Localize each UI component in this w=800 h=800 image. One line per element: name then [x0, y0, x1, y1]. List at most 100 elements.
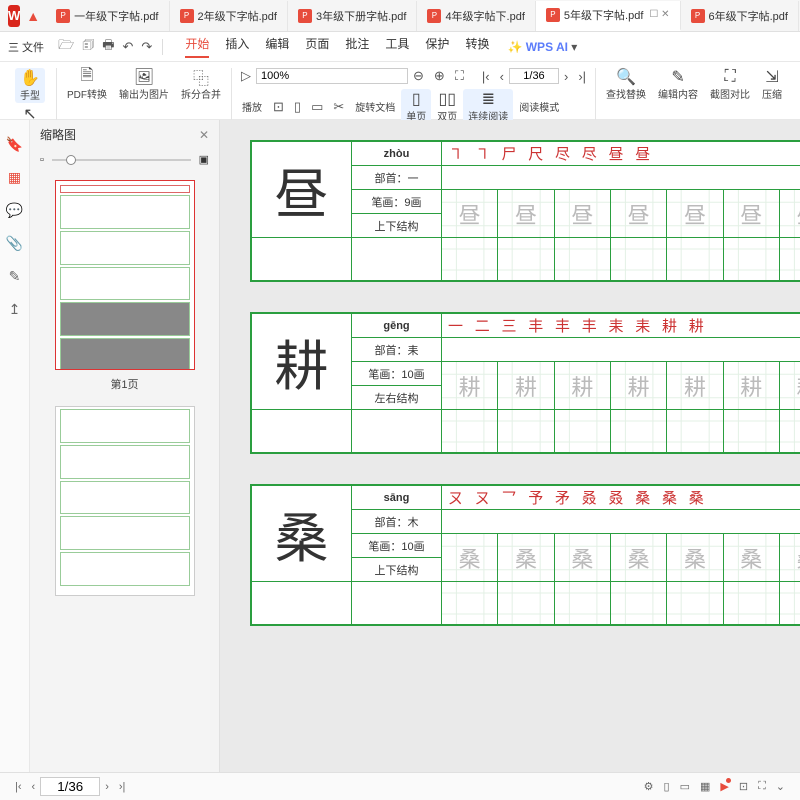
sb-prev-icon[interactable]: ‹ [32, 781, 36, 793]
document-view[interactable]: 昼 zhòu 部首：一 笔画：9画 上下结构 ㇕ ㇕ 尸 尺 尽 尽 昼 昼 组… [220, 120, 800, 772]
sb-view4-icon[interactable]: ⊡ [739, 780, 748, 793]
practice-cell: 桑 [611, 534, 667, 581]
fit-width-icon[interactable]: ▯ [289, 97, 306, 117]
rotate-button[interactable]: 旋转文档 [349, 97, 401, 116]
close-icon[interactable]: ✕ [199, 128, 209, 142]
continuous-icon: ≣ [482, 90, 495, 108]
tab-2[interactable]: P3年级下册字帖.pdf [288, 1, 417, 31]
radical: 部首：木 [352, 510, 441, 534]
sb-next-icon[interactable]: › [105, 781, 109, 793]
menu-tab-convert[interactable]: 转换 [465, 35, 489, 58]
tab-label: 2年级下字帖.pdf [198, 8, 277, 24]
tab-5[interactable]: P6年级下字帖.pdf [681, 1, 799, 31]
redo-icon[interactable]: ↷ [141, 39, 152, 55]
note-icon[interactable]: 💬 [6, 202, 23, 219]
file-menu[interactable]: 三 文件 [8, 39, 44, 55]
prev-page-icon[interactable]: ‹ [495, 67, 509, 86]
empty-cell [667, 238, 723, 280]
pen-icon[interactable]: ✎ [9, 268, 21, 285]
single-page-button[interactable]: ▯单页 [401, 89, 431, 124]
play-button[interactable]: 播放 [236, 97, 268, 116]
grow-thumb-icon[interactable]: ▣ [199, 153, 209, 166]
practice-cell: 昼 [555, 190, 611, 237]
single-icon: ▯ [412, 90, 421, 108]
tab-label: 5年级下字帖.pdf [564, 7, 643, 23]
menu-tab-edit[interactable]: 编辑 [265, 35, 289, 58]
tab-4-active[interactable]: P5年级下字帖.pdf☐ ✕ [536, 1, 681, 31]
print-icon[interactable]: 🖶 [102, 36, 114, 58]
stroke-sequence: ㄡ ㄡ 乛 予 矛 叒 叒 桑 桑 桑 [442, 486, 800, 510]
tab-3[interactable]: P4年级字帖下.pdf [417, 1, 535, 31]
zuci: 组词：耕种 耕地 耕耘 [442, 338, 800, 362]
big-char: 昼 [252, 142, 352, 237]
menu-tab-annot[interactable]: 批注 [345, 35, 369, 58]
flame-icon[interactable]: ▲ [26, 8, 40, 24]
menu-tab-protect[interactable]: 保护 [425, 35, 449, 58]
empty-cell [442, 410, 498, 452]
menu-tab-tools[interactable]: 工具 [385, 35, 409, 58]
sb-first-icon[interactable]: |‹ [15, 781, 22, 793]
first-page-icon[interactable]: |‹ [477, 67, 495, 86]
open-icon[interactable]: 🗁 [58, 36, 74, 58]
sb-page-input[interactable] [40, 777, 100, 796]
pdf-icon: P [691, 9, 705, 23]
zoom-in-icon[interactable]: ⊕ [429, 66, 450, 86]
app-logo[interactable]: W [8, 5, 20, 27]
attach-icon[interactable]: 📎 [6, 235, 23, 252]
zoom-out-icon[interactable]: ⊖ [408, 66, 429, 86]
practice-cell: 桑 [724, 534, 780, 581]
sb-dropdown-icon[interactable]: ⌄ [776, 780, 785, 793]
sb-view2-icon[interactable]: ▭ [680, 780, 690, 793]
tab-bar: W ▲ P一年级下字帖.pdf P 2年级下字帖.pdf P3年级下册字帖.pdf… [0, 0, 800, 32]
last-page-icon[interactable]: ›| [573, 67, 591, 86]
hand-tool[interactable]: ✋手型 [15, 68, 45, 103]
next-page-icon[interactable]: › [559, 67, 573, 86]
practice-cell: 昼 [780, 190, 800, 237]
empty-cell [780, 582, 800, 624]
empty-cell [498, 238, 554, 280]
actual-size-icon[interactable]: ⊡ [268, 97, 289, 117]
fit-icon[interactable]: ⛶ [450, 66, 469, 86]
menu-tab-insert[interactable]: 插入 [225, 35, 249, 58]
pdf-icon: P [56, 9, 70, 23]
sb-last-icon[interactable]: ›| [119, 781, 126, 793]
search-icon: 🔍 [616, 68, 636, 86]
save-icon[interactable]: 🗊 [82, 36, 94, 58]
play-icon[interactable]: ▷ [236, 66, 256, 86]
empty-cell [442, 582, 498, 624]
pdf-icon: P [180, 9, 194, 23]
thumb-size-slider[interactable] [52, 159, 191, 161]
page-input[interactable] [509, 68, 559, 84]
undo-icon[interactable]: ↶ [123, 39, 134, 55]
shrink-thumb-icon[interactable]: ▫ [40, 154, 44, 166]
practice-cell: 耕 [498, 362, 554, 409]
fit-page-icon[interactable]: ▭ [306, 97, 328, 117]
sb-view3-icon[interactable]: ▦ [700, 780, 710, 793]
crop-icon[interactable]: ✂ [328, 97, 349, 117]
tab-1[interactable]: P 2年级下字帖.pdf [170, 1, 288, 31]
empty-cell [498, 410, 554, 452]
sb-fullscreen-icon[interactable]: ⛶ [758, 780, 766, 793]
thumbnail-1[interactable]: 第1页 [40, 180, 209, 392]
tab-0[interactable]: P一年级下字帖.pdf [46, 1, 169, 31]
sb-view1-icon[interactable]: ▯ [664, 780, 670, 793]
sb-settings-icon[interactable]: ⚙ [644, 780, 654, 793]
zoom-select[interactable] [256, 68, 408, 84]
menu-tab-page[interactable]: 页面 [305, 35, 329, 58]
thumbnail-icon[interactable]: ▦ [8, 169, 21, 186]
read-mode-button[interactable]: 阅读模式 [513, 97, 565, 116]
close-icon[interactable]: ☐ ✕ [649, 9, 669, 20]
sb-alert-icon[interactable]: ▶ [720, 780, 728, 793]
pinyin: gēng [352, 314, 441, 338]
structure: 上下结构 [352, 558, 441, 582]
compress-icon: ⇲ [765, 68, 778, 86]
empty-cell [555, 582, 611, 624]
thumbnail-2[interactable] [40, 406, 209, 596]
continuous-button[interactable]: ≣连续阅读 [463, 89, 513, 124]
wpsai-label[interactable]: ✨ WPS AI ▾ [507, 40, 577, 54]
menu-tab-start[interactable]: 开始 [185, 35, 209, 58]
char-block: 桑 sāng 部首：木 笔画：10画 上下结构 ㄡ ㄡ 乛 予 矛 叒 叒 桑 … [250, 484, 800, 626]
bookmark-icon[interactable]: 🔖 [6, 136, 23, 153]
empty-cell [667, 410, 723, 452]
arrow-icon[interactable]: ↥ [9, 301, 21, 318]
